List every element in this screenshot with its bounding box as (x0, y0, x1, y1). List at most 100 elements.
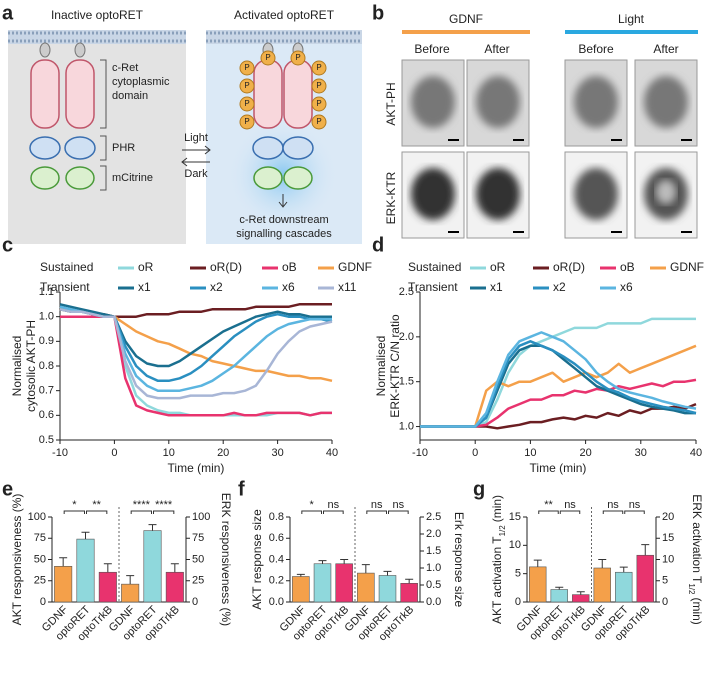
bar (593, 567, 611, 603)
legend-label: GDNF (670, 260, 704, 274)
y2-tick-label: 5 (662, 575, 668, 587)
bar (572, 594, 590, 603)
downstream-label: c-Ret downstream (239, 214, 328, 226)
legend-label: x2 (210, 280, 223, 294)
error-bar (383, 570, 392, 576)
phospho-site (239, 114, 255, 130)
active-title: Activated optoRET (234, 8, 335, 22)
axis-label-part: (min) (690, 597, 704, 624)
x-tick-label: -10 (52, 447, 68, 459)
bar (98, 571, 117, 603)
cytoplasmic-domain (253, 59, 283, 129)
panel-letter: f (238, 478, 245, 500)
y-tick-label: 0.2 (269, 575, 284, 587)
bar (550, 589, 568, 603)
phospho-label: P (316, 81, 321, 90)
x-tick-label: 0 (472, 447, 478, 459)
y2-tick-label: 0.0 (426, 596, 441, 608)
bar (143, 530, 162, 603)
legend-label: oR (490, 260, 506, 274)
phospho-site (239, 96, 255, 112)
receptor-head (74, 42, 86, 58)
bar (335, 563, 353, 603)
series-line (59, 308, 333, 400)
phospho-site (239, 60, 255, 76)
significance-bracket (624, 510, 645, 514)
significance-bracket (301, 510, 322, 514)
y-tick-label: 2.5 (399, 286, 414, 298)
phr (282, 136, 314, 160)
y-tick-label: 0.6 (39, 409, 54, 421)
legend-label: oR(D) (553, 260, 585, 274)
error-bar (555, 586, 564, 590)
error-bar (103, 563, 112, 573)
legend-label: x1 (138, 280, 151, 294)
x-axis-label: Time (min) (530, 461, 587, 475)
bar (313, 563, 332, 603)
legend-label: oR (138, 260, 154, 274)
y-tick-label: 75 (34, 532, 46, 544)
column-label: After (484, 42, 509, 56)
phospho-label: P (244, 117, 249, 126)
significance-bracket (366, 510, 387, 514)
x-tick-label: 20 (579, 447, 591, 459)
bar (54, 565, 73, 603)
y2-tick-label: 15 (662, 532, 674, 544)
significance-label: ns (328, 499, 340, 511)
bar (529, 566, 547, 603)
x-tick-label: 10 (163, 447, 175, 459)
y2-tick-label: 100 (192, 511, 210, 523)
y2-tick-label: 25 (192, 575, 204, 587)
x-tick-label: 30 (635, 447, 647, 459)
cytoplasmic-domain (283, 59, 313, 129)
cell (574, 76, 618, 128)
error-bar (81, 531, 90, 540)
significance-bracket (388, 510, 409, 514)
row-label: AKT-PH (384, 82, 398, 125)
y-tick-label: 0 (515, 596, 521, 608)
error-bar (619, 566, 628, 573)
receptor-head (39, 42, 51, 58)
significance-label: **** (133, 499, 151, 511)
significance-bracket (153, 510, 175, 514)
significance-label: ns (564, 499, 576, 511)
bracket (100, 59, 107, 191)
phospho-site (311, 96, 327, 112)
cell (574, 168, 618, 220)
phr (252, 136, 284, 160)
cell (411, 168, 455, 220)
y-axis-label: cytosolic AKT-PH (24, 320, 38, 412)
legend-title: Sustained (408, 260, 461, 274)
axis-label-sub: 1/2 (498, 525, 507, 537)
significance-label: ns (607, 499, 619, 511)
axis-label: AKT responsiveness (%) (10, 494, 24, 626)
y2-tick-label: 1.0 (426, 562, 441, 574)
column-label: After (653, 42, 678, 56)
phospho-label: P (244, 63, 249, 72)
phospho-label: P (316, 63, 321, 72)
series-line (420, 344, 697, 428)
cell (476, 168, 520, 220)
error-bar (340, 559, 349, 564)
significance-bracket (602, 510, 624, 514)
phospho-label: P (244, 81, 249, 90)
significance-label: ns (629, 499, 641, 511)
significance-bracket (86, 510, 108, 514)
significance-label: **** (155, 499, 173, 511)
x-tick-label: 40 (326, 447, 338, 459)
panel-letter: g (473, 478, 485, 500)
y-axis-label: Normalised (10, 336, 24, 397)
domain-label: PHR (112, 142, 135, 154)
error-bar (533, 559, 542, 567)
phospho-label: P (316, 99, 321, 108)
legend-title: Sustained (40, 260, 93, 274)
condition: GDNF (449, 12, 483, 26)
x-axis-label: Time (min) (168, 461, 225, 475)
dark-label: Dark (184, 168, 208, 180)
y2-tick-label: 0.5 (426, 579, 441, 591)
phospho-site (311, 60, 327, 76)
mcitrine (65, 166, 95, 190)
y-tick-label: 1.0 (39, 311, 54, 323)
legend-label: oB (282, 260, 297, 274)
significance-label: * (310, 499, 315, 511)
